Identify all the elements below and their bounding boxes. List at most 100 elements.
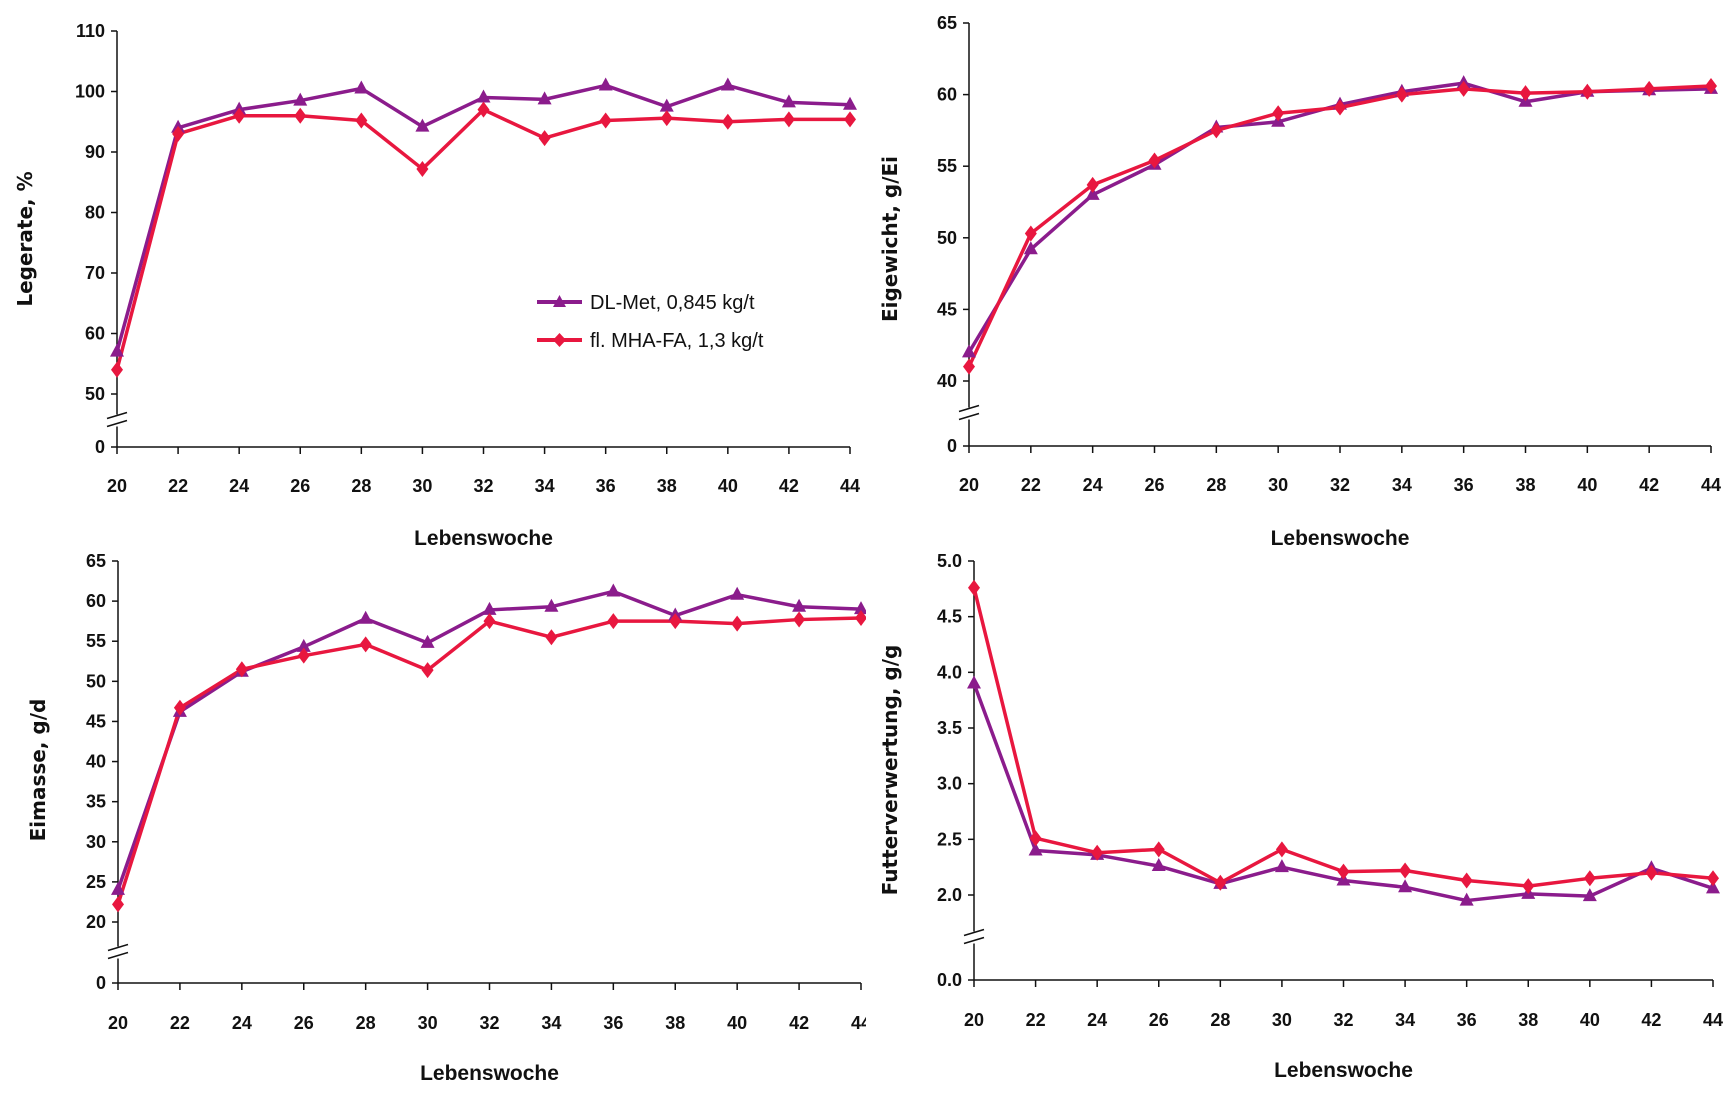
- x-tick-label: 32: [1330, 475, 1350, 495]
- x-axis-title: Lebenswoche: [414, 527, 553, 550]
- data-point-mha-fa: [545, 629, 558, 646]
- data-point-mha-fa: [844, 111, 856, 128]
- x-tick-label: 22: [1021, 475, 1041, 495]
- data-point-dl-met: [659, 98, 674, 112]
- legend-label-mha-fa: fl. MHA-FA, 1,3 kg/t: [590, 330, 764, 352]
- x-tick-label: 44: [1701, 475, 1721, 495]
- data-point-dl-met: [1274, 859, 1289, 873]
- axis-break-mark: [106, 419, 128, 428]
- x-tick-label: 24: [1083, 475, 1103, 495]
- x-tick-label: 30: [412, 476, 432, 496]
- data-point-mha-fa: [1029, 830, 1042, 847]
- series-line-mha-fa: [967, 84, 1712, 368]
- data-point-mha-fa: [483, 613, 496, 630]
- x-tick-label: 28: [351, 476, 371, 496]
- data-point-mha-fa: [1337, 863, 1350, 880]
- data-point-mha-fa: [233, 107, 246, 124]
- x-tick-label: 44: [1703, 1010, 1723, 1030]
- y-tick-label: 45: [937, 299, 957, 319]
- data-point-mha-fa: [793, 611, 806, 628]
- series-line-dl-met: [116, 589, 862, 891]
- y-tick-label: 20: [86, 912, 106, 932]
- y-tick-label: 90: [85, 142, 105, 162]
- y-tick-label: 0.0: [937, 970, 962, 990]
- data-point-dl-met: [354, 80, 369, 94]
- data-point-dl-met: [296, 638, 311, 652]
- data-point-mha-fa: [1522, 878, 1535, 895]
- data-point-dl-met: [730, 586, 745, 600]
- x-tick-label: 42: [779, 476, 799, 496]
- y-axis-title: Futterverwertung, g/g: [878, 645, 902, 896]
- data-point-dl-met: [967, 675, 981, 689]
- legend: DL-Met, 0,845 kg/t fl. MHA-FA, 1,3 kg/t: [537, 292, 764, 352]
- x-tick-label: 30: [1272, 1010, 1292, 1030]
- y-tick-label: 50: [937, 228, 957, 248]
- x-tick-label: 24: [1087, 1010, 1107, 1030]
- data-point-dl-met: [1151, 858, 1166, 872]
- x-tick-label: 36: [1454, 475, 1474, 495]
- data-point-dl-met: [606, 583, 621, 597]
- data-point-dl-met: [792, 598, 807, 612]
- data-point-dl-met: [476, 89, 491, 103]
- x-tick-label: 28: [1206, 475, 1226, 495]
- x-tick-label: 26: [1149, 1010, 1169, 1030]
- data-point-mha-fa: [355, 112, 368, 129]
- data-point-mha-fa: [1214, 874, 1227, 891]
- data-point-dl-met: [1085, 186, 1100, 200]
- data-point-dl-met: [781, 94, 796, 108]
- y-tick-label: 4.0: [937, 662, 962, 682]
- data-point-mha-fa: [1705, 78, 1717, 95]
- x-tick-label: 40: [1580, 1010, 1600, 1030]
- data-point-dl-met: [1582, 888, 1597, 902]
- data-point-mha-fa: [963, 358, 975, 375]
- y-tick-label: 35: [86, 792, 106, 812]
- x-tick-label: 30: [418, 1013, 438, 1033]
- x-tick-label: 38: [1515, 475, 1535, 495]
- y-tick-label: 50: [86, 671, 106, 691]
- axis-break-mark: [106, 411, 128, 420]
- data-point-dl-met: [358, 610, 373, 624]
- data-point-mha-fa: [1645, 864, 1658, 881]
- data-point-mha-fa: [968, 579, 980, 596]
- y-tick-label: 3.0: [937, 774, 962, 794]
- y-tick-label: 45: [86, 711, 106, 731]
- y-tick-label: 100: [75, 82, 105, 102]
- legend-diamond-marker: [553, 333, 566, 347]
- x-tick-label: 32: [473, 476, 493, 496]
- data-point-mha-fa: [782, 111, 795, 128]
- axis-break-gap: [113, 414, 121, 427]
- x-tick-label: 22: [170, 1013, 190, 1033]
- x-tick-label: 32: [1333, 1010, 1353, 1030]
- y-axis-title: Legerate, %: [13, 171, 37, 306]
- data-point-dl-met: [537, 91, 552, 105]
- axis-break-gap: [114, 946, 122, 959]
- data-point-dl-met: [598, 77, 613, 91]
- data-point-mha-fa: [421, 662, 434, 679]
- x-tick-label: 36: [1457, 1010, 1477, 1030]
- data-point-mha-fa: [1024, 225, 1037, 242]
- y-tick-label: 2.5: [937, 829, 962, 849]
- x-tick-label: 44: [851, 1013, 871, 1033]
- x-tick-label: 40: [1577, 475, 1597, 495]
- chart-eigewicht: 0 40 45 50 55 60 65 20 22 24 26 28 30 32 34 36 38 40 42 44 L…: [878, 13, 1721, 550]
- x-tick-label: 20: [108, 1013, 128, 1033]
- data-point-mha-fa: [660, 110, 673, 127]
- y-tick-label: 65: [86, 551, 106, 571]
- data-point-mha-fa: [172, 125, 185, 142]
- data-point-dl-met: [962, 344, 976, 358]
- data-point-mha-fa: [1148, 152, 1161, 169]
- data-point-mha-fa: [538, 130, 551, 147]
- x-tick-label: 40: [718, 476, 738, 496]
- y-tick-label: 55: [86, 631, 106, 651]
- data-point-mha-fa: [1399, 862, 1412, 879]
- data-point-dl-met: [1706, 880, 1720, 894]
- axis-break-mark: [963, 928, 985, 937]
- data-point-mha-fa: [294, 107, 307, 124]
- y-tick-label: 3.5: [937, 718, 962, 738]
- data-point-dl-met: [1028, 842, 1043, 856]
- y-tick-label: 70: [85, 263, 105, 283]
- data-point-mha-fa: [607, 613, 620, 630]
- data-point-dl-met: [111, 881, 125, 895]
- data-point-mha-fa: [669, 613, 682, 630]
- x-axis-title: Lebenswoche: [1271, 527, 1410, 550]
